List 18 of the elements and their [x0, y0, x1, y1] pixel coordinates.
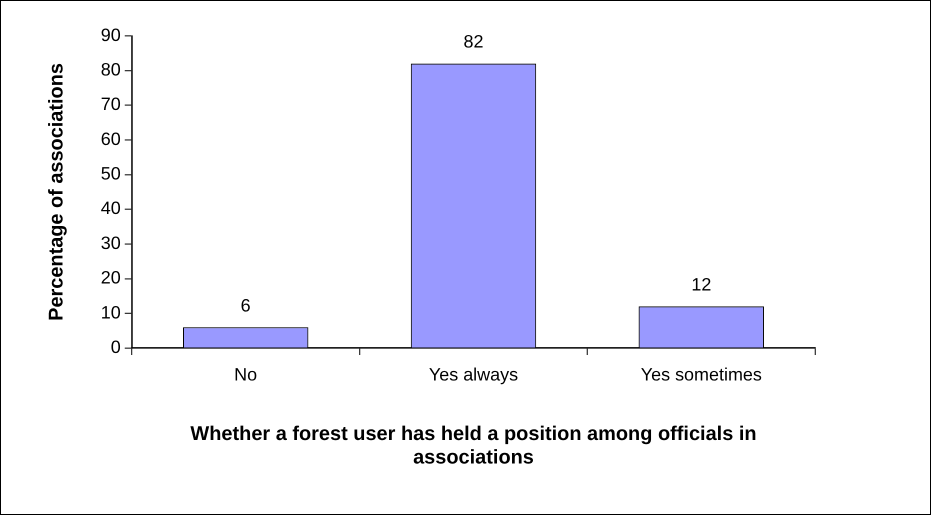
y-tick-label: 10	[100, 302, 121, 322]
y-tick-label: 90	[100, 24, 121, 45]
x-tick-label: No	[234, 364, 258, 385]
y-tick-label: 50	[100, 164, 121, 184]
data-label: 6	[240, 295, 251, 316]
y-tick-label: 30	[100, 232, 121, 253]
y-tick-label: 40	[100, 198, 121, 218]
data-label: 82	[464, 32, 484, 52]
x-tick-label: Yes always	[428, 364, 518, 385]
x-axis-title: Whether a forest user has held a position among officials in associations	[190, 422, 757, 469]
y-tick-label: 80	[100, 60, 121, 80]
x-tick-label: Yes sometimes	[640, 364, 762, 385]
y-tick-label: 60	[100, 128, 121, 149]
y-tick-label: 20	[100, 268, 121, 288]
y-tick-label: 0	[110, 337, 121, 357]
y-tick-label: 70	[100, 94, 121, 114]
y-axis-title: Percentage of associations	[45, 63, 68, 321]
data-label: 12	[691, 274, 712, 294]
